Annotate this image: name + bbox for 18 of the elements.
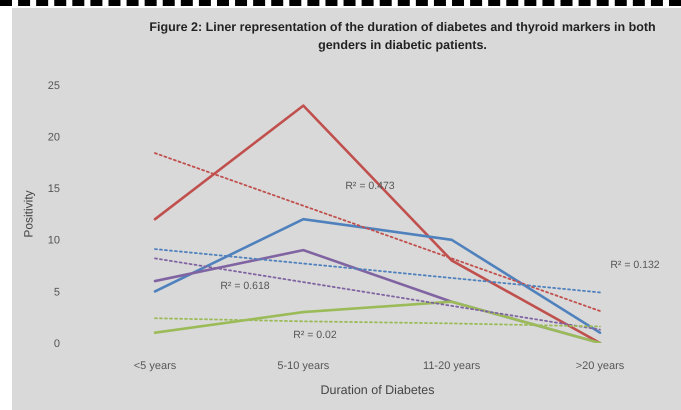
x-axis-title: Duration of Diabetes — [320, 383, 434, 397]
annotation: R² = 0.132 — [609, 259, 661, 271]
x-tick-label: 11-20 years — [423, 360, 481, 372]
line-series — [154, 300, 602, 343]
annotation: R² = 0.02 — [292, 329, 338, 341]
x-tick-label: <5 years — [134, 360, 177, 372]
y-axis-title: Positivity — [21, 190, 36, 238]
annotation: R² = 0.618 — [219, 280, 271, 292]
x-tick-label: 5-10 years — [277, 360, 330, 372]
y-tick-label: 10 — [48, 234, 60, 247]
y-tick-label: 0 — [54, 338, 60, 350]
chart-title: Figure 2: Liner representation of the duration of diabetes and thyroid markers in both genders in diabetic patients. — [148, 19, 657, 54]
y-tick-label: 25 — [48, 80, 60, 92]
x-tick-label: >20 years — [576, 360, 625, 372]
y-tick-label: 15 — [48, 183, 60, 196]
y-tick-label: 20 — [48, 132, 60, 144]
y-tick-label: 5 — [54, 286, 60, 298]
line-series — [154, 104, 602, 343]
